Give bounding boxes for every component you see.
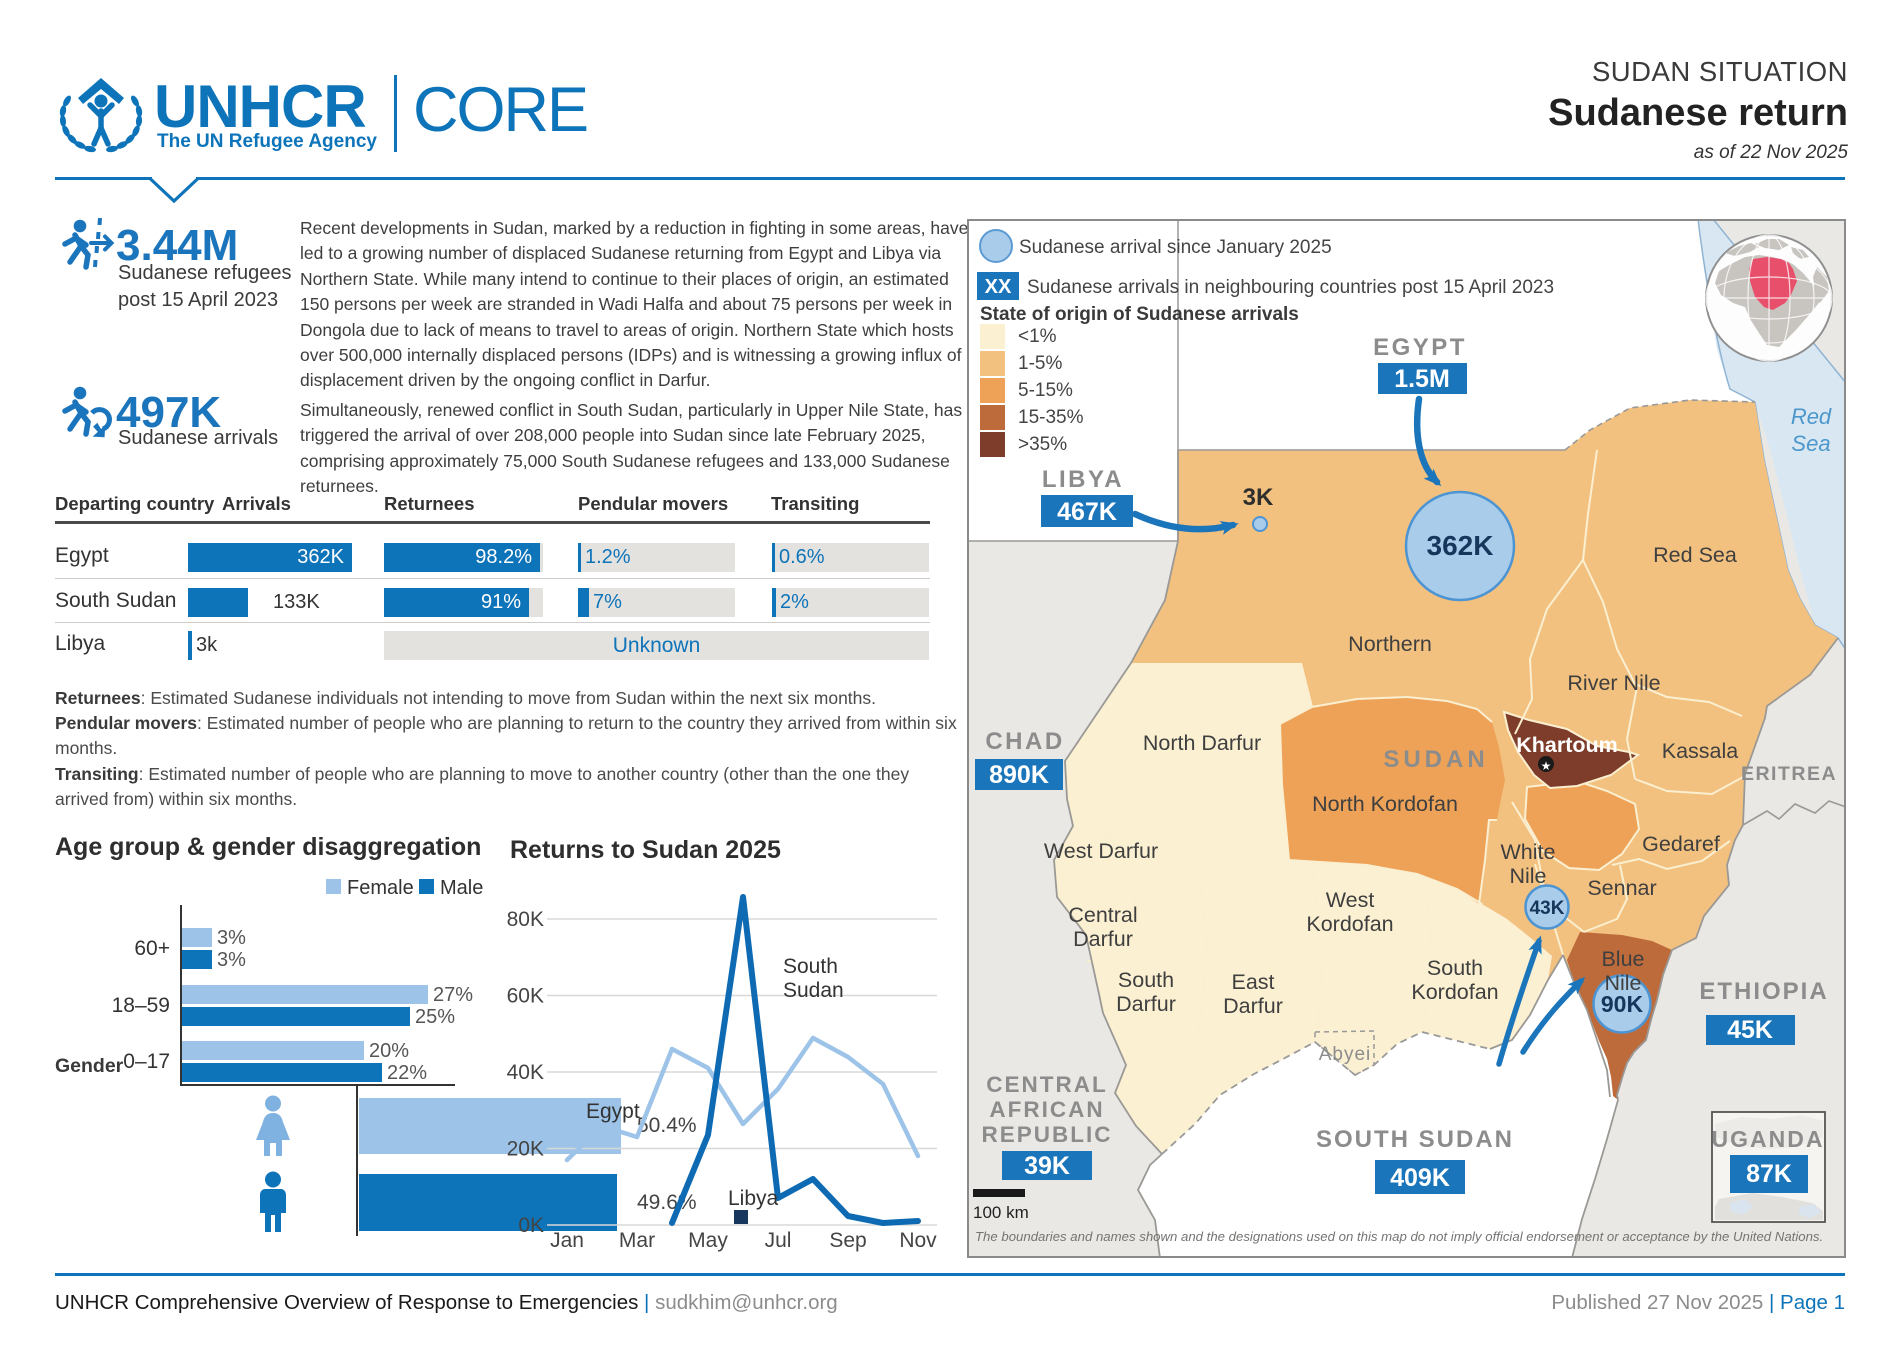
svg-text:Libya: Libya	[728, 1187, 779, 1210]
svg-text:CHAD: CHAD	[985, 728, 1064, 755]
svg-text:XX: XX	[985, 276, 1012, 298]
svg-text:Kassala: Kassala	[1662, 739, 1739, 763]
svg-text:May: May	[688, 1229, 728, 1252]
svg-text:Kordofan: Kordofan	[1411, 980, 1498, 1004]
svg-text:UGANDA: UGANDA	[1712, 1126, 1825, 1152]
svg-text:409K: 409K	[1390, 1164, 1450, 1192]
svg-text:45K: 45K	[1727, 1016, 1773, 1044]
svg-text:CENTRAL: CENTRAL	[986, 1072, 1108, 1097]
svg-text:0K: 0K	[518, 1214, 544, 1237]
svg-text:River Nile: River Nile	[1567, 671, 1660, 695]
svg-text:EGYPT: EGYPT	[1373, 334, 1467, 361]
svg-text:5-15%: 5-15%	[1018, 380, 1073, 401]
svg-text:North Kordofan: North Kordofan	[1312, 792, 1458, 816]
svg-text:SUDAN: SUDAN	[1383, 746, 1488, 773]
svg-text:Darfur: Darfur	[1116, 992, 1176, 1016]
svg-text:3K: 3K	[1243, 484, 1274, 511]
svg-text:REPUBLIC: REPUBLIC	[981, 1122, 1112, 1147]
svg-text:467K: 467K	[1057, 498, 1117, 526]
svg-text:1-5%: 1-5%	[1018, 353, 1062, 374]
svg-text:100 km: 100 km	[973, 1203, 1029, 1222]
svg-text:Northern: Northern	[1348, 632, 1432, 656]
svg-text:Sudan: Sudan	[783, 979, 844, 1002]
svg-text:AFRICAN: AFRICAN	[989, 1097, 1104, 1122]
svg-text:ETHIOPIA: ETHIOPIA	[1699, 978, 1828, 1005]
svg-text:39K: 39K	[1024, 1152, 1070, 1180]
svg-text:Jul: Jul	[765, 1229, 792, 1252]
svg-text:South: South	[783, 955, 838, 978]
svg-text:Sennar: Sennar	[1587, 876, 1656, 900]
svg-text:West: West	[1326, 888, 1375, 912]
svg-text:Sea: Sea	[1791, 431, 1830, 456]
svg-text:1.5M: 1.5M	[1394, 365, 1450, 393]
svg-text:Sudanese arrival since January: Sudanese arrival since January 2025	[1019, 237, 1332, 258]
svg-text:43K: 43K	[1530, 898, 1565, 919]
svg-text:LIBYA: LIBYA	[1042, 466, 1124, 493]
svg-text:Jan: Jan	[550, 1229, 584, 1252]
svg-text:State of origin of Sudanese ar: State of origin of Sudanese arrivals	[980, 304, 1299, 325]
svg-text:Red Sea: Red Sea	[1653, 543, 1737, 567]
svg-text:Red: Red	[1791, 404, 1832, 429]
svg-text:Darfur: Darfur	[1073, 927, 1133, 951]
svg-text:Sep: Sep	[829, 1229, 866, 1252]
svg-text:Egypt: Egypt	[586, 1100, 640, 1123]
svg-text:Abyei: Abyei	[1319, 1044, 1372, 1065]
svg-text:Darfur: Darfur	[1223, 994, 1283, 1018]
svg-text:Nile: Nile	[1509, 864, 1546, 888]
svg-text:Nile: Nile	[1604, 971, 1641, 995]
svg-text:The boundaries and names shown: The boundaries and names shown and the d…	[975, 1229, 1823, 1244]
svg-text:White: White	[1501, 840, 1556, 864]
svg-text:★: ★	[1541, 759, 1552, 773]
svg-text:Sudanese arrivals in neighbour: Sudanese arrivals in neighbouring countr…	[1027, 277, 1554, 298]
svg-text:North Darfur: North Darfur	[1143, 731, 1261, 755]
svg-text:East: East	[1231, 970, 1274, 994]
svg-text:Gedaref: Gedaref	[1642, 832, 1720, 856]
svg-text:ERITREA: ERITREA	[1741, 763, 1837, 785]
svg-text:Kordofan: Kordofan	[1306, 912, 1393, 936]
svg-text:SOUTH SUDAN: SOUTH SUDAN	[1316, 1126, 1514, 1153]
svg-text:80K: 80K	[507, 908, 544, 931]
svg-text:South: South	[1118, 968, 1174, 992]
svg-text:Blue: Blue	[1601, 947, 1644, 971]
svg-text:Central: Central	[1068, 903, 1137, 927]
svg-text:362K: 362K	[1427, 530, 1494, 561]
svg-text:40K: 40K	[507, 1061, 544, 1084]
svg-text:South: South	[1427, 956, 1483, 980]
svg-text:>35%: >35%	[1018, 434, 1067, 455]
svg-text:60K: 60K	[507, 985, 544, 1008]
svg-text:15-35%: 15-35%	[1018, 407, 1084, 428]
svg-text:Mar: Mar	[619, 1229, 655, 1252]
svg-text:<1%: <1%	[1018, 326, 1057, 347]
svg-text:20K: 20K	[507, 1138, 544, 1161]
svg-text:Khartoum: Khartoum	[1516, 733, 1618, 757]
svg-text:890K: 890K	[989, 761, 1049, 789]
svg-text:87K: 87K	[1746, 1160, 1792, 1188]
svg-text:Nov: Nov	[899, 1229, 937, 1252]
svg-text:West Darfur: West Darfur	[1044, 839, 1158, 863]
svg-text:90K: 90K	[1601, 991, 1644, 1017]
